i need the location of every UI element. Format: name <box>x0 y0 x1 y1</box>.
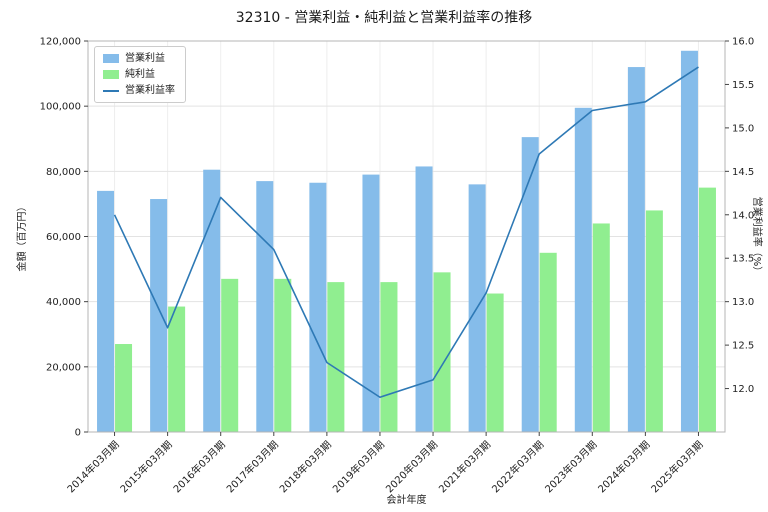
legend: 営業利益 純利益 営業利益率 <box>94 46 186 103</box>
x-tick-label: 2019年03月期 <box>330 438 387 495</box>
bars-net-profit <box>115 187 716 432</box>
bar-operating-profit <box>203 169 221 432</box>
x-tick-label: 2016年03月期 <box>170 438 227 495</box>
y-right-tick-label: 14.0 <box>732 210 754 221</box>
legend-swatch-operating-profit <box>103 54 119 63</box>
y-left-axis-title: 金額（百万円） <box>15 202 28 272</box>
bar-operating-profit <box>415 166 433 432</box>
bar-operating-profit <box>256 181 274 432</box>
y-left-tick-label: 80,000 <box>46 167 81 178</box>
y-left-tick-label: 0 <box>75 428 81 439</box>
bar-operating-profit <box>680 50 698 433</box>
x-tick-label: 2014年03月期 <box>64 438 121 495</box>
y-right-tick-label: 14.5 <box>732 167 754 178</box>
y-left-tick-label: 60,000 <box>46 232 81 243</box>
y-right-tick-label: 15.5 <box>732 80 754 91</box>
x-tick-label: 2017年03月期 <box>224 438 281 495</box>
y-left-tick-label: 40,000 <box>46 297 81 308</box>
x-tick-label: 2021年03月期 <box>436 438 493 495</box>
y-right-axis-title: 営業利益率（%） <box>751 197 764 277</box>
bar-net-profit <box>327 282 345 432</box>
bar-net-profit <box>539 252 557 432</box>
legend-item-net-profit: 純利益 <box>103 69 175 80</box>
y-right-tick-label: 13.5 <box>732 254 754 265</box>
x-tick-label: 2015年03月期 <box>117 438 174 495</box>
bar-net-profit <box>221 278 239 432</box>
bar-operating-profit <box>309 182 327 432</box>
bar-net-profit <box>698 187 716 432</box>
x-tick-label: 2022年03月期 <box>489 438 546 495</box>
bar-operating-profit <box>627 67 645 433</box>
legend-swatch-net-profit <box>103 70 119 79</box>
x-tick-label: 2018年03月期 <box>277 438 334 495</box>
x-tick-label: 2023年03月期 <box>542 438 599 495</box>
bar-operating-profit <box>97 190 115 432</box>
x-tick-label: 2024年03月期 <box>595 438 652 495</box>
bar-net-profit <box>274 278 292 432</box>
legend-item-operating-profit: 営業利益 <box>103 53 175 64</box>
bar-net-profit <box>115 344 133 432</box>
bar-net-profit <box>168 306 186 432</box>
bar-net-profit <box>380 282 398 432</box>
bar-operating-profit <box>574 107 592 432</box>
line-operating-margin <box>113 66 699 399</box>
bar-net-profit <box>433 272 451 432</box>
chart-title: 32310 - 営業利益・純利益と営業利益率の推移 <box>235 10 533 26</box>
y-left-tick-label: 100,000 <box>40 102 81 113</box>
y-right-tick-label: 12.5 <box>732 341 754 352</box>
bars-operating-profit <box>97 50 698 433</box>
y-left-tick-label: 120,000 <box>40 37 81 48</box>
bar-operating-profit <box>362 174 380 432</box>
legend-label-net-profit: 純利益 <box>125 69 155 80</box>
legend-swatch-operating-margin <box>103 89 119 92</box>
y-right-tick-label: 15.0 <box>732 123 754 134</box>
x-axis-title: 会計年度 <box>387 493 427 506</box>
bar-net-profit <box>645 210 663 432</box>
bar-net-profit <box>592 223 610 432</box>
bar-net-profit <box>486 293 504 432</box>
legend-label-operating-margin: 営業利益率 <box>125 85 175 96</box>
y-right-tick-label: 13.0 <box>732 297 754 308</box>
bar-operating-profit <box>150 199 168 432</box>
legend-label-operating-profit: 営業利益 <box>125 53 165 64</box>
x-tick-label: 2020年03月期 <box>383 438 440 495</box>
legend-item-operating-margin: 営業利益率 <box>103 85 175 96</box>
x-tick-label: 2025年03月期 <box>648 438 705 495</box>
bar-operating-profit <box>521 137 539 432</box>
y-left-tick-label: 20,000 <box>46 362 81 373</box>
y-right-tick-label: 16.0 <box>732 37 754 48</box>
y-right-tick-label: 12.0 <box>732 384 754 395</box>
